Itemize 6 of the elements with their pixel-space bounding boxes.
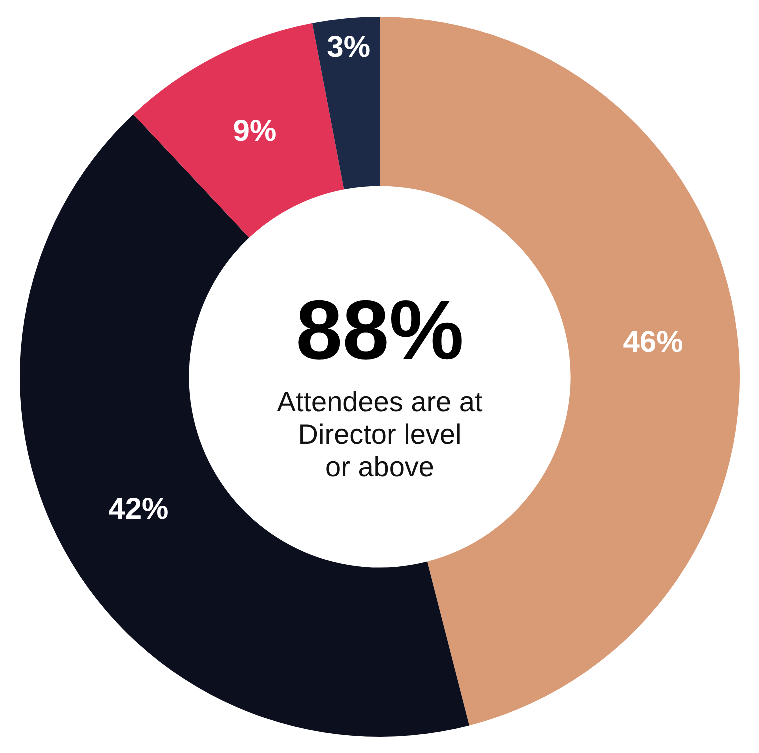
data-label: 9% <box>233 115 277 148</box>
text: 88% <box>296 283 464 378</box>
text: Attendees are at Director level or above <box>277 386 483 482</box>
data-label: 3% <box>327 30 371 64</box>
data-label: 46% <box>623 326 684 359</box>
data-label: 42% <box>108 493 169 526</box>
